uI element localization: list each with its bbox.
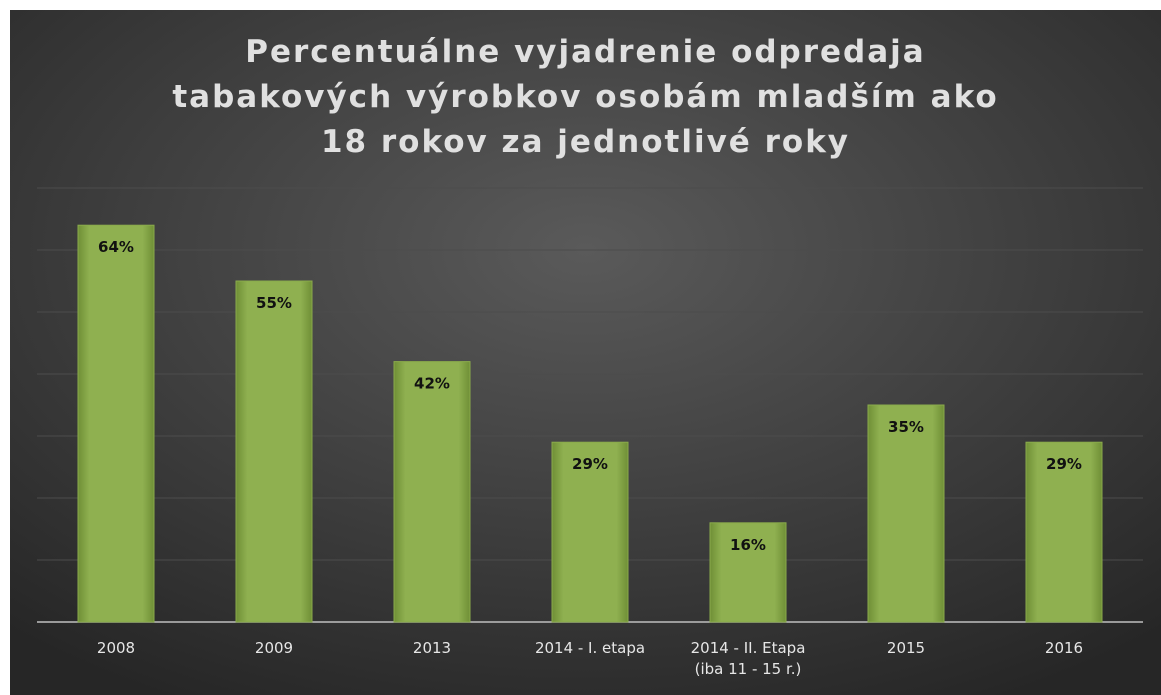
x-tick-label: 2014 - I. etapa [534,639,646,657]
value-label: 29% [572,455,608,473]
x-tick-label: 2013 [412,639,452,657]
bar [709,522,787,623]
chart-title: Percentuálne vyjadrenie odpredaja tabako… [172,34,999,160]
bar [551,441,629,623]
x-tick-label: 2008 [96,639,136,657]
bar [1025,441,1103,623]
value-label: 35% [888,418,924,436]
value-label: 64% [98,238,134,256]
value-label: 42% [414,375,450,393]
x-tick-label: 2009 [254,639,294,657]
bar [77,224,155,623]
bar [235,280,313,623]
value-label: 16% [730,536,766,554]
x-tick-label: 2014 - II. Etapa (iba 11 - 15 r.) [690,639,806,678]
value-label: 29% [1046,455,1082,473]
x-tick-label: 2016 [1044,639,1084,657]
x-tick-label: 2015 [886,639,926,657]
bar [867,404,945,623]
bar [393,361,471,623]
value-label: 55% [256,294,292,312]
